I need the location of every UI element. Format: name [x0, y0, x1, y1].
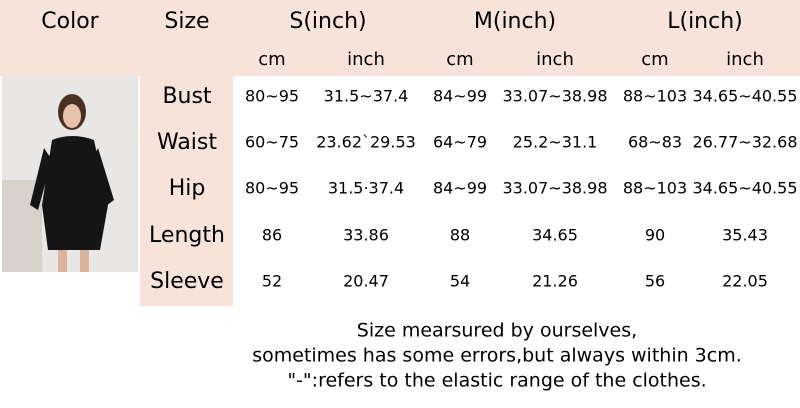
row-label: Hip	[169, 176, 206, 201]
cell: 34.65~40.55	[692, 87, 797, 106]
size-column-band	[140, 76, 233, 306]
cell: 33.07~38.98	[502, 87, 607, 106]
header-band	[0, 0, 800, 76]
cell: 31.5·37.4	[328, 179, 404, 198]
row-label: Bust	[162, 84, 211, 109]
cell: 84~99	[433, 87, 487, 106]
column-header: Size	[164, 9, 209, 34]
cell: 60~75	[245, 133, 299, 152]
cell: 52	[262, 272, 282, 291]
unit-header: inch	[536, 49, 574, 70]
cell: 88~103	[623, 179, 687, 198]
cell: 86	[262, 226, 282, 245]
cell: 22.05	[722, 272, 768, 291]
unit-header: inch	[347, 49, 385, 70]
row-label: Waist	[157, 130, 217, 155]
column-header: M(inch)	[474, 9, 556, 34]
note: sometimes has some errors,but always wit…	[252, 345, 742, 367]
cell: 68~83	[628, 133, 682, 152]
column-header: S(inch)	[289, 9, 366, 34]
column-header: L(inch)	[667, 9, 743, 34]
row-label: Sleeve	[150, 269, 224, 294]
cell: 84~99	[433, 179, 487, 198]
cell: 31.5~37.4	[324, 87, 409, 106]
column-header: Color	[41, 9, 99, 34]
cell: 34.65~40.55	[692, 179, 797, 198]
cell: 33.86	[343, 226, 389, 245]
cell: 64~79	[433, 133, 487, 152]
cell: 80~95	[245, 87, 299, 106]
cell: 25.2~31.1	[513, 133, 598, 152]
cell: 88	[450, 226, 470, 245]
unit-header: cm	[446, 49, 473, 70]
cell: 88~103	[623, 87, 687, 106]
cell: 26.77~32.68	[692, 133, 797, 152]
note: Size mearsured by ourselves,	[357, 320, 637, 342]
cell: 80~95	[245, 179, 299, 198]
cell: 23.62`29.53	[316, 133, 416, 152]
cell: 35.43	[722, 226, 768, 245]
unit-header: inch	[726, 49, 764, 70]
cell: 54	[450, 272, 470, 291]
cell: 90	[645, 226, 665, 245]
cell: 21.26	[532, 272, 578, 291]
note: "-":refers to the elastic range of the c…	[287, 370, 706, 392]
unit-header: cm	[258, 49, 285, 70]
cell: 56	[645, 272, 665, 291]
cell: 33.07~38.98	[502, 179, 607, 198]
unit-header: cm	[641, 49, 668, 70]
cell: 20.47	[343, 272, 389, 291]
cell: 34.65	[532, 226, 578, 245]
row-label: Length	[149, 223, 225, 248]
product-photo	[2, 76, 138, 272]
